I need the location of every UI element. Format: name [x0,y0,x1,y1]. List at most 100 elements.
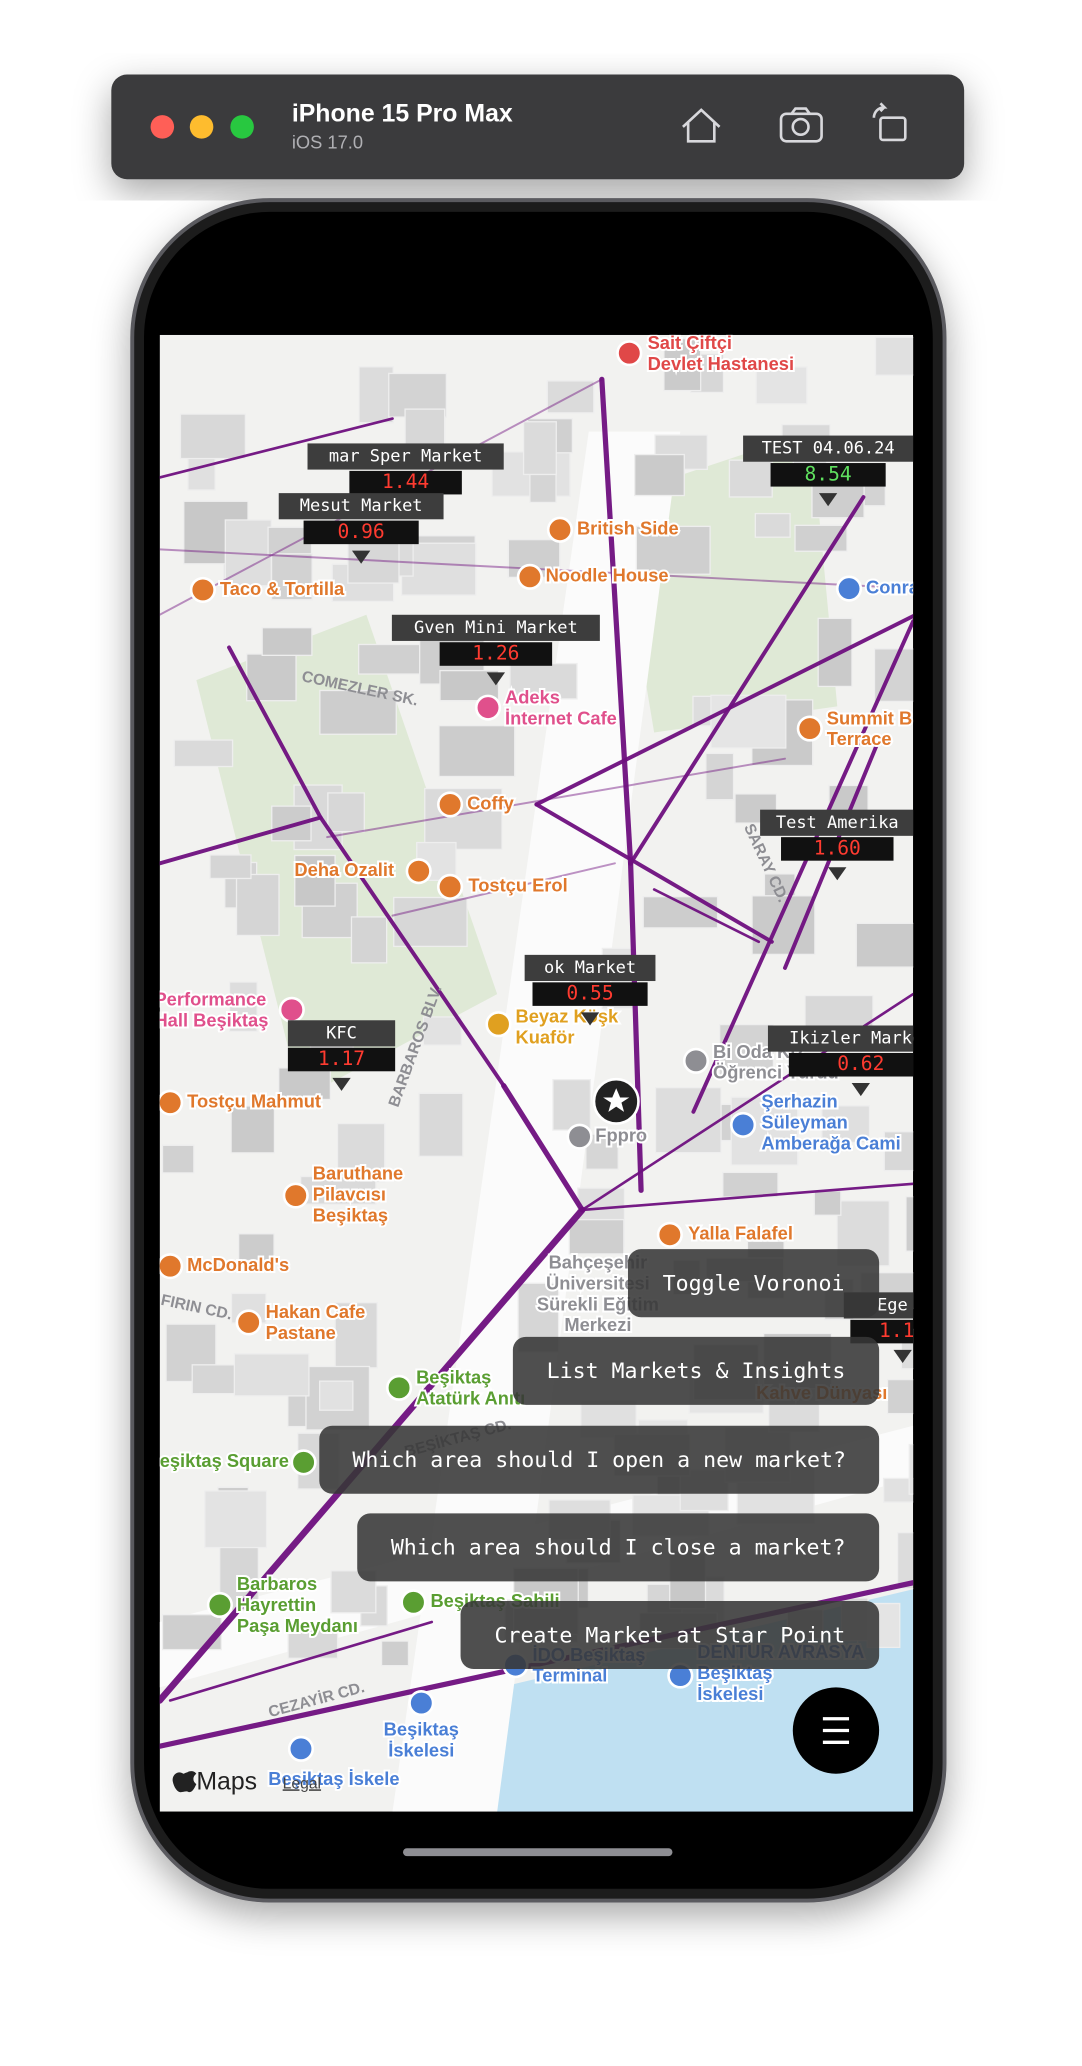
poi-label[interactable]: Hall Beşiktaş [154,1007,271,1032]
poi-label[interactable]: Hakan Cafe [264,1299,368,1324]
action-button-label[interactable]: Which area should I close a market? [391,1536,846,1561]
poi-icon[interactable] [485,1011,512,1038]
poi-label[interactable]: Beşiktaş [382,1716,461,1741]
marker-name-box[interactable] [391,614,600,641]
action-button[interactable] [512,1336,880,1405]
poi-label[interactable]: eşiktaş Square [160,1448,291,1473]
poi-icon[interactable] [405,858,432,885]
zoom-button[interactable] [230,115,254,139]
action-button[interactable] [627,1249,880,1318]
marker-name[interactable]: Mesut Market [300,496,423,516]
poi-label[interactable]: İskelesi [386,1737,456,1762]
poi-label[interactable]: Merkezi [562,1312,633,1337]
poi-label[interactable]: Devlet Hastanesi [646,351,796,376]
poi-label[interactable]: Pilavcısı [311,1181,388,1206]
poi-icon[interactable] [656,1221,683,1248]
poi-label[interactable]: Noodle House [544,563,671,588]
action-button[interactable] [460,1601,880,1670]
poi-icon[interactable] [437,873,464,900]
poi-icon[interactable] [189,576,216,604]
poi-label[interactable]: İnternet Cafe [503,705,619,730]
poi-label[interactable]: Baruthane [311,1160,405,1185]
rotate-icon[interactable] [872,102,907,142]
poi-label[interactable]: Conra [864,574,920,599]
marker-name[interactable]: TEST 04.06.24 [762,439,895,459]
poi-icon[interactable] [400,1589,427,1616]
poi-label[interactable]: Kuaför [514,1024,577,1049]
poi-icon[interactable] [385,1374,413,1401]
marker-name-box[interactable] [760,809,914,836]
poi-label[interactable]: Tostçu Erol [466,873,569,898]
poi-label[interactable]: Hayrettin [235,1592,318,1617]
poi-label[interactable]: Fppro [593,1123,649,1148]
poi-label[interactable]: Süleyman [759,1109,849,1134]
poi-label[interactable]: Şerhazin [759,1089,839,1114]
map[interactable]: COMEZLER SK.BARBAROS BLV.SARAY CD.FIRIN … [154,332,974,1812]
poi-icon[interactable] [516,563,543,590]
action-button-label[interactable]: List Markets & Insights [547,1359,846,1384]
poi-label[interactable]: Pastane [264,1320,338,1345]
poi-icon[interactable] [235,1309,262,1336]
poi-label[interactable]: McDonald's [185,1252,291,1277]
marker-name[interactable]: Gven Mini Market [414,618,578,638]
marker-name-box[interactable] [767,1025,954,1052]
poi-label[interactable]: Paşa Meydanı [235,1613,360,1638]
marker-name-box[interactable] [278,493,444,520]
marker-name-box[interactable] [524,954,656,982]
poi-label[interactable]: Amberağa Cami [759,1130,902,1155]
action-button-label[interactable]: Which area should I open a new market? [352,1448,846,1473]
poi-label[interactable]: Adeks [503,684,562,709]
poi-icon[interactable] [730,1111,757,1138]
poi-icon[interactable] [835,575,863,602]
poi-icon[interactable] [437,791,464,818]
minimize-button[interactable] [189,115,214,139]
poi-label[interactable]: Sait Çiftçi [646,332,734,355]
marker-name[interactable]: Ege B [877,1295,928,1315]
poi-label[interactable]: Beşiktaş [414,1365,493,1390]
poi-label[interactable]: Atatürk Anıtı [414,1385,527,1410]
screenshot-icon[interactable] [779,107,823,143]
marker-name[interactable]: KFC [326,1023,357,1043]
action-button[interactable] [319,1425,880,1494]
poi-icon[interactable] [616,340,643,367]
poi-label[interactable]: Tostçu Mahmut [185,1089,323,1114]
poi-icon[interactable] [206,1591,233,1619]
marker-name[interactable]: ok Market [544,958,636,978]
poi-label[interactable]: Terrace [825,726,894,751]
poi-icon[interactable] [278,996,305,1023]
action-button-label[interactable]: Create Market at Star Point [494,1623,845,1648]
poi-label[interactable]: Beyaz Köşk [514,1004,621,1029]
poi-icon[interactable] [158,1253,184,1280]
action-button[interactable] [357,1513,880,1582]
marker-name-box[interactable] [307,443,504,470]
poi-label[interactable]: British Side [575,516,681,541]
poi-icon[interactable] [158,1089,184,1116]
marker-name-box[interactable] [743,435,914,462]
poi-label[interactable]: Summit B [825,705,913,730]
close-button[interactable] [150,115,175,139]
poi-icon[interactable] [682,1047,710,1074]
poi-icon[interactable] [566,1123,593,1150]
poi-label[interactable]: Beşiktaş İskele [266,1766,401,1791]
marker-name[interactable]: Ikizler Market [789,1029,932,1049]
poi-label[interactable]: Deha Ozalit [292,857,396,882]
poi-icon[interactable] [474,694,502,721]
action-button-label[interactable]: Toggle Voronoi [663,1271,845,1296]
poi-label[interactable]: Coffy [465,790,517,815]
marker-name-box[interactable] [287,1020,396,1047]
poi-label[interactable]: Barbaros [235,1571,319,1596]
poi-label[interactable]: Yalla Falafel [686,1221,795,1246]
poi-icon[interactable] [408,1689,435,1717]
marker-name[interactable]: Test Amerika [776,813,899,833]
marker-name[interactable]: mar Sper Market [329,447,483,467]
poi-icon[interactable] [287,1735,315,1762]
legal-link[interactable]: Legal [283,1775,321,1792]
poi-icon[interactable] [282,1182,309,1209]
poi-icon[interactable] [546,516,574,543]
home-icon[interactable] [682,108,721,143]
poi-label[interactable]: İskelesi [695,1681,765,1706]
poi-icon[interactable] [290,1449,317,1476]
poi-label[interactable]: Taco & Tortilla [218,576,347,601]
poi-label[interactable]: Beşiktaş [311,1202,390,1227]
poi-label[interactable]: Performance [154,987,269,1012]
